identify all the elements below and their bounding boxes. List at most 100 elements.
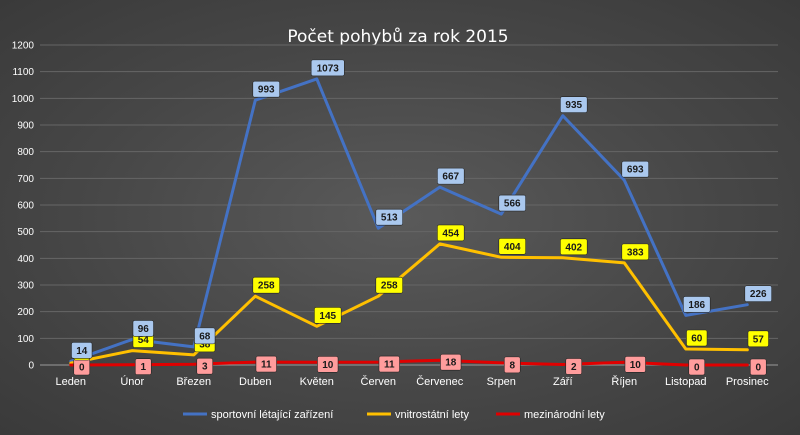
x-tick-label: Září: [553, 376, 573, 388]
y-tick-label: 700: [17, 174, 34, 185]
data-label-box: [196, 357, 214, 375]
data-label: 402: [565, 242, 582, 253]
x-axis: Leden Únor Březen Duben Květen Červen Červenec…: [55, 375, 769, 388]
y-tick-label: 900: [17, 121, 34, 132]
data-label-box: [624, 356, 646, 373]
data-label: 3: [202, 362, 208, 373]
x-tick-label: Květen: [300, 376, 334, 388]
data-label: 8: [509, 360, 515, 371]
data-label: 11: [384, 360, 395, 371]
series-lines: [69, 77, 749, 367]
series-line-2: [69, 242, 749, 365]
data-label-box: [440, 353, 462, 371]
data-label-box: [503, 356, 521, 374]
data-label: 10: [630, 360, 642, 371]
data-label-box: [686, 329, 708, 347]
data-label-box: [132, 320, 154, 337]
data-label-box: [682, 296, 711, 313]
data-label-box: [252, 80, 281, 98]
data-label-box: [747, 330, 769, 348]
data-label: 404: [504, 242, 521, 253]
data-label-box: [378, 355, 400, 373]
data-label-box: [310, 59, 345, 77]
data-label: 993: [258, 85, 275, 96]
data-label: 383: [627, 247, 644, 258]
data-label-box: [688, 358, 706, 376]
data-label-box: [498, 237, 526, 255]
data-label: 667: [442, 172, 459, 183]
data-label-box: [744, 285, 772, 303]
data-label-box: [498, 194, 526, 212]
data-label: 186: [688, 300, 705, 311]
x-tick-label: Říjen: [611, 375, 637, 388]
y-tick-label: 100: [17, 334, 34, 345]
data-label-box: [436, 224, 465, 242]
data-label-box: [252, 276, 281, 294]
legend: sportovní létající zařízení vnitrostátní …: [183, 409, 605, 421]
y-axis: 0 100 200 300 400 500 600 700 800 900 1000 1100 1200: [12, 41, 35, 372]
data-label-box: [436, 167, 465, 185]
data-label-box: [317, 356, 339, 373]
data-label: 226: [750, 289, 767, 300]
data-label: 68: [199, 331, 211, 342]
data-label: 96: [138, 324, 150, 335]
gridlines: [40, 44, 778, 366]
data-label: 935: [565, 100, 582, 111]
data-label: 18: [445, 358, 457, 369]
y-tick-label: 200: [17, 307, 34, 318]
series-line-1: [69, 77, 749, 363]
data-label: 38: [199, 339, 211, 350]
data-label-box: [71, 341, 93, 359]
data-label: 0: [79, 363, 85, 374]
x-tick-label: Leden: [55, 376, 86, 388]
data-label-box: [375, 276, 403, 294]
x-tick-label: Duben: [239, 376, 271, 388]
data-label: 258: [258, 281, 275, 292]
legend-label-1: sportovní létající zařízení: [211, 409, 333, 421]
data-label: 2: [571, 362, 577, 373]
x-tick-label: Červenec: [416, 375, 464, 388]
y-tick-label: 1000: [12, 94, 35, 105]
data-label-box: [313, 307, 342, 324]
data-label: 10: [322, 360, 334, 371]
y-tick-label: 1100: [12, 67, 34, 78]
y-tick-label: 1200: [12, 41, 35, 52]
y-tick-label: 300: [17, 281, 34, 292]
chart-title: Počet pohybů za rok 2015: [287, 27, 508, 47]
data-label-box: [565, 358, 583, 375]
data-label: 11: [261, 360, 272, 371]
y-tick-label: 400: [17, 254, 34, 265]
data-label-box: [375, 208, 403, 226]
y-tick-label: 0: [28, 361, 34, 372]
data-label: 454: [442, 228, 459, 239]
data-label-box: [255, 355, 277, 373]
y-tick-label: 600: [17, 201, 34, 212]
data-label: 54: [138, 335, 150, 346]
x-tick-label: Listopad: [665, 376, 707, 388]
data-labels: 0131110111882100075438258145258454404402…: [71, 59, 772, 376]
data-label: 0: [755, 363, 761, 374]
data-label-box: [749, 358, 767, 376]
data-label-box: [194, 327, 216, 345]
x-tick-label: Prosinec: [726, 376, 769, 388]
data-label: 57: [753, 334, 765, 345]
x-tick-label: Červen: [361, 375, 396, 388]
data-label: 513: [381, 213, 398, 224]
data-label: 60: [691, 334, 703, 345]
data-label: 258: [381, 281, 398, 292]
y-tick-label: 800: [17, 147, 34, 158]
data-label: 1: [140, 362, 146, 373]
data-label-box: [559, 238, 588, 256]
legend-label-2: vnitrostátní lety: [395, 409, 469, 421]
data-label-box: [559, 96, 588, 113]
data-label-box: [134, 358, 152, 376]
y-tick-label: 500: [17, 227, 34, 238]
data-label: 1073: [317, 63, 340, 74]
x-tick-label: Únor: [120, 375, 144, 388]
data-label-box: [621, 243, 649, 261]
legend-label-3: mezinárodní lety: [524, 409, 605, 421]
data-label: 566: [504, 199, 521, 210]
data-label: 693: [627, 165, 644, 176]
